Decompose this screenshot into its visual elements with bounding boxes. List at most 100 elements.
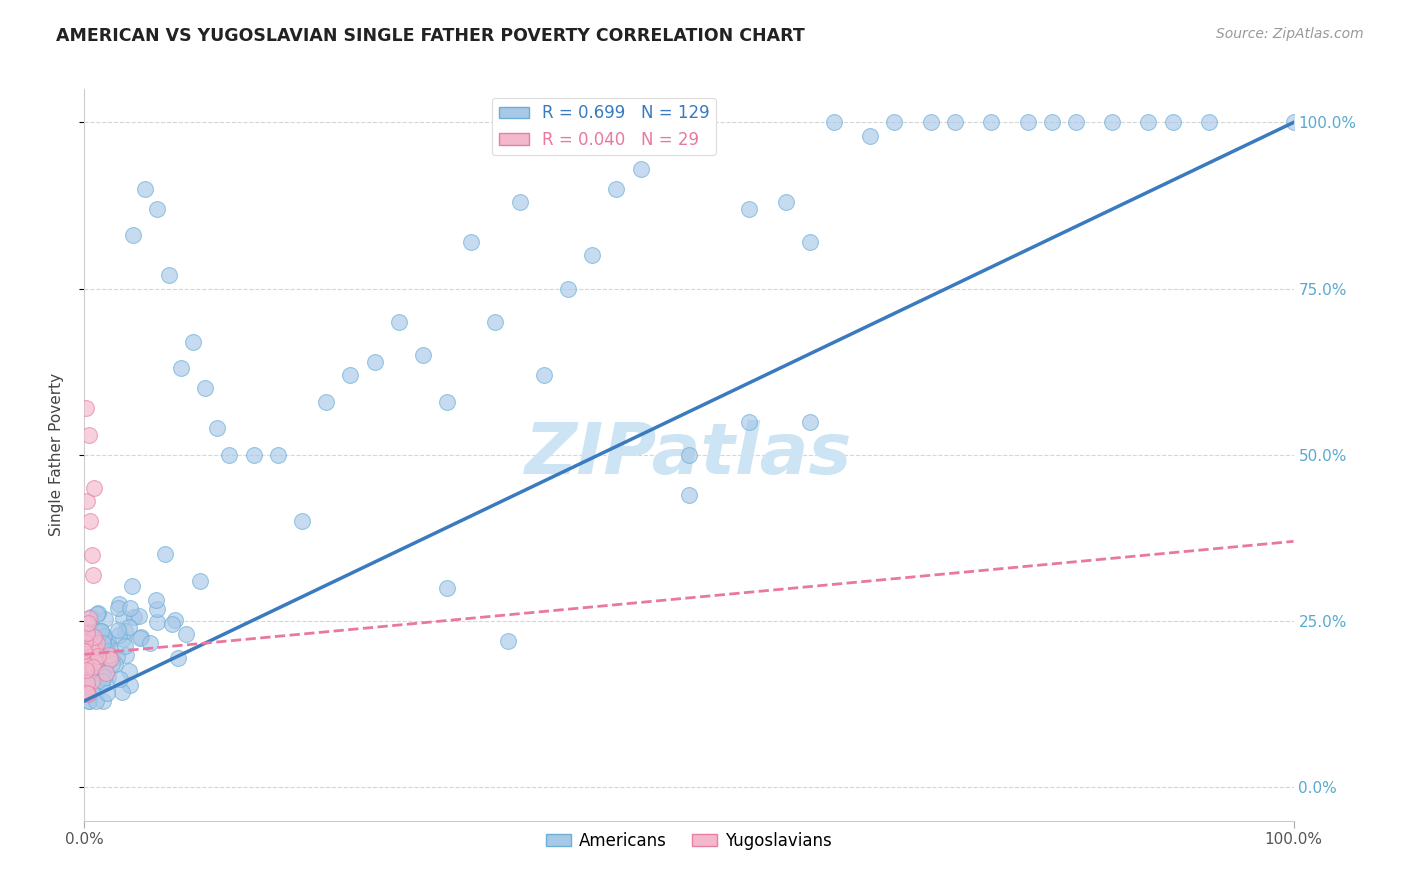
Point [83,630,105,644]
Point [83,654,105,668]
Point [859,128,882,143]
Point [90,632,112,646]
Point [97,648,120,662]
Point [738,415,761,429]
Point [107,598,129,612]
Point [557,282,579,296]
Point [581,248,603,262]
Point [73,635,96,649]
Point [114,639,136,653]
Point [84,648,107,663]
Point [118,601,141,615]
Point [533,368,555,383]
Point [128,609,150,624]
Point [107,623,129,637]
Point [120,678,142,692]
Point [93,629,115,643]
Point [146,602,169,616]
Point [87,636,110,650]
Point [86,606,108,620]
Point [160,616,183,631]
Point [291,515,314,529]
Point [170,361,193,376]
Point [121,579,143,593]
Point [100,657,122,671]
Point [75,659,97,673]
Point [73,644,96,658]
Point [75,663,97,677]
Point [75,679,97,693]
Point [111,685,134,699]
Point [77,694,100,708]
Point [1198,115,1220,129]
Point [84,653,107,667]
Point [76,616,98,631]
Point [1161,115,1184,129]
Point [412,348,434,362]
Point [118,620,141,634]
Point [73,657,96,671]
Point [87,673,110,688]
Text: Source: ZipAtlas.com: Source: ZipAtlas.com [1216,27,1364,41]
Point [84,640,107,654]
Point [1064,115,1087,129]
Point [80,673,103,688]
Point [96,632,118,647]
Point [436,581,458,595]
Point [83,662,105,676]
Point [139,635,162,649]
Point [943,115,966,129]
Point [87,649,110,664]
Point [91,673,114,688]
Point [194,381,217,395]
Point [77,694,100,708]
Point [1017,115,1039,129]
Legend: Americans, Yugoslavians: Americans, Yugoslavians [538,825,839,856]
Point [94,666,117,681]
Point [91,650,114,665]
Point [242,448,264,462]
Point [460,235,482,249]
Point [93,640,115,654]
Point [97,635,120,649]
Point [84,655,107,669]
Point [79,625,101,640]
Point [86,607,108,621]
Point [145,592,167,607]
Point [267,448,290,462]
Point [155,547,177,561]
Point [83,481,105,495]
Point [115,648,138,662]
Point [117,665,139,679]
Point [84,694,107,708]
Point [93,644,115,658]
Point [163,614,186,628]
Point [76,626,98,640]
Point [110,673,132,687]
Point [799,415,821,429]
Point [87,659,110,673]
Point [77,629,100,643]
Point [76,686,98,700]
Point [100,651,122,665]
Point [980,115,1002,129]
Point [90,624,112,639]
Point [94,652,117,666]
Point [104,657,127,671]
Point [97,670,120,684]
Point [94,659,117,673]
Point [77,428,100,442]
Point [678,488,700,502]
Point [83,665,105,680]
Point [80,548,103,562]
Point [111,632,134,646]
Point [75,401,97,416]
Point [90,664,112,678]
Point [134,182,156,196]
Point [388,315,411,329]
Point [122,610,145,624]
Point [799,235,821,249]
Text: ZIPatlas: ZIPatlas [526,420,852,490]
Point [86,636,108,650]
Point [678,448,700,462]
